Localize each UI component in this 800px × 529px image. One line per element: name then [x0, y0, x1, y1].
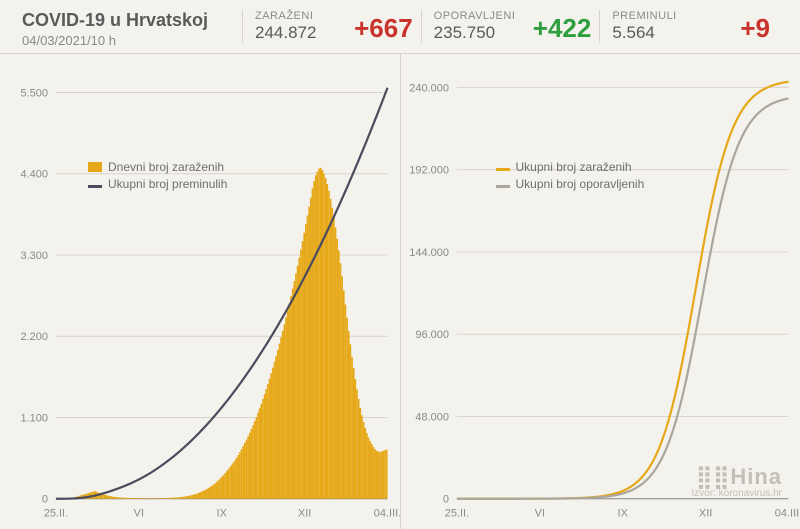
title-block: COVID-19 u Hrvatskoj 04/03/2021/10 h	[22, 10, 242, 48]
svg-text:04.III.: 04.III.	[774, 508, 800, 520]
chart-right-svg: 0 48.000 96.000 144.000 192.000 240.000 25.II.…	[401, 54, 800, 529]
svg-text:XII: XII	[698, 508, 711, 520]
watermark-source: Izvor: koronavirus.hr	[691, 488, 782, 499]
svg-text:0: 0	[442, 494, 448, 506]
stat-total: 244.872	[255, 23, 316, 43]
svg-text:1.100: 1.100	[20, 412, 47, 424]
watermark-brand: ⣿⣿Hina	[691, 464, 782, 490]
stat-label: OPORAVLJENI	[434, 10, 516, 22]
chart-right-panel: 0 48.000 96.000 144.000 192.000 240.000 25.II.…	[401, 54, 800, 529]
svg-text:2.200: 2.200	[20, 331, 47, 343]
legend-left: Dnevni broj zaraženihUkupni broj preminu…	[88, 160, 227, 194]
stat-label: PREMINULI	[612, 10, 676, 22]
svg-text:144.000: 144.000	[409, 247, 449, 259]
svg-text:5.500: 5.500	[20, 87, 47, 99]
chart-left-panel: 0 1.100 2.200 3.300 4.400 5.500 25.II. VI IX XII 0…	[0, 54, 401, 529]
svg-text:VI: VI	[134, 508, 144, 520]
watermark: ⣿⣿Hina Izvor: koronavirus.hr	[691, 464, 782, 499]
stat-label: ZARAŽENI	[255, 10, 316, 22]
stat-total: 235.750	[434, 23, 516, 43]
svg-text:240.000: 240.000	[409, 82, 449, 94]
stat-delta: +422	[533, 14, 592, 43]
svg-text:XII: XII	[298, 508, 311, 520]
svg-text:3.300: 3.300	[20, 250, 47, 262]
header: COVID-19 u Hrvatskoj 04/03/2021/10 h ZAR…	[0, 0, 800, 54]
stat-total: 5.564	[612, 23, 676, 43]
svg-text:25.II.: 25.II.	[44, 508, 68, 520]
svg-text:25.II.: 25.II.	[444, 508, 468, 520]
svg-text:96.000: 96.000	[415, 329, 449, 341]
stat-deceased: PREMINULI 5.564 +9	[599, 10, 778, 43]
stat-delta: +667	[354, 14, 413, 43]
stat-infected: ZARAŽENI 244.872 +667	[242, 10, 421, 43]
svg-text:192.000: 192.000	[409, 165, 449, 177]
svg-text:4.400: 4.400	[20, 169, 47, 181]
svg-text:0: 0	[42, 494, 48, 506]
stats-row: ZARAŽENI 244.872 +667 OPORAVLJENI 235.75…	[242, 10, 778, 43]
chart-left-svg: 0 1.100 2.200 3.300 4.400 5.500 25.II. VI IX XII 0…	[0, 54, 400, 529]
page-title: COVID-19 u Hrvatskoj	[22, 10, 242, 31]
page-subtitle: 04/03/2021/10 h	[22, 33, 242, 48]
legend-right: Ukupni broj zaraženihUkupni broj oporavl…	[496, 160, 645, 194]
svg-text:48.000: 48.000	[415, 411, 449, 423]
svg-text:IX: IX	[617, 508, 628, 520]
svg-text:VI: VI	[534, 508, 544, 520]
charts-row: 01.1002.2003.3004.4005.50025.II.VIIXXII0…	[0, 54, 800, 529]
svg-text:IX: IX	[217, 508, 228, 520]
svg-text:04.III.: 04.III.	[374, 508, 400, 520]
stat-recovered: OPORAVLJENI 235.750 +422	[421, 10, 600, 43]
stat-delta: +9	[740, 14, 770, 43]
